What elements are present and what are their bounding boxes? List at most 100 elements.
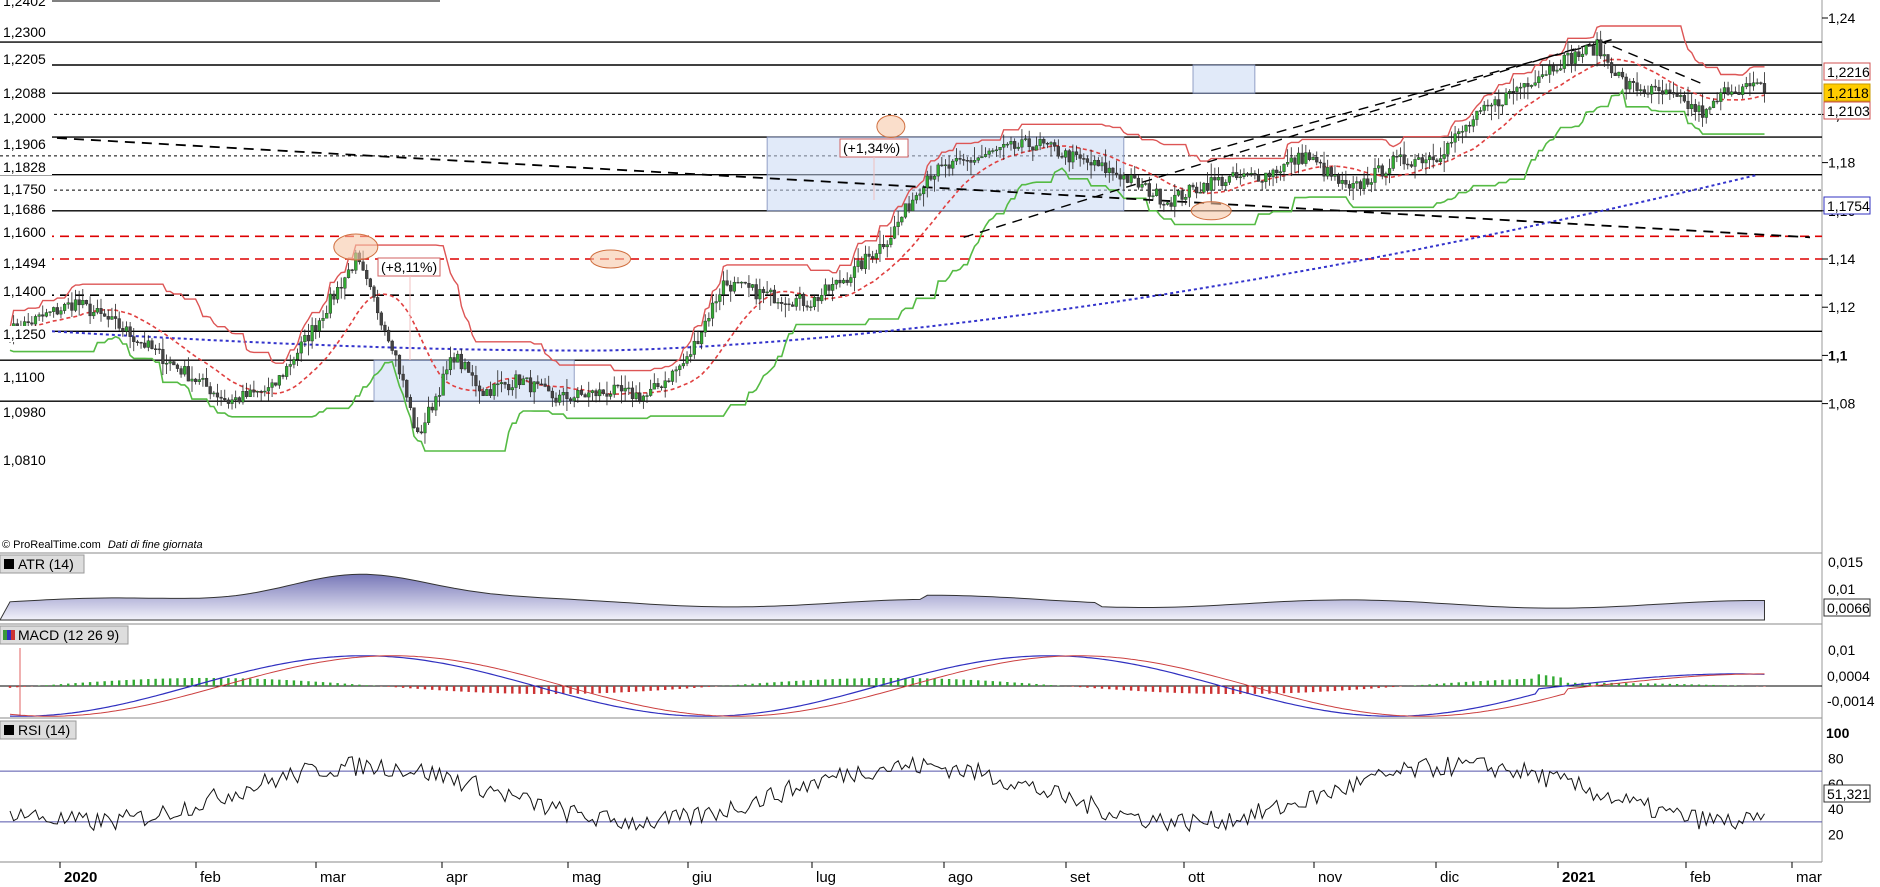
candle	[609, 394, 613, 397]
month-label: feb	[1690, 869, 1711, 886]
atr-title-tag[interactable]: ATR (14)	[0, 554, 85, 574]
candle	[492, 383, 496, 396]
marker-circle	[333, 233, 379, 261]
candle	[314, 325, 318, 331]
candle	[1755, 82, 1759, 84]
candle	[423, 422, 427, 434]
candle	[750, 284, 755, 288]
candle	[543, 383, 547, 387]
candle	[270, 382, 274, 388]
month-label: nov	[1318, 869, 1343, 886]
macd-histogram-bar	[67, 683, 70, 686]
candle	[867, 253, 871, 257]
macd-histogram-bar	[598, 686, 601, 694]
candle	[157, 348, 161, 351]
support-stop-line	[9, 88, 1765, 452]
candle	[277, 375, 281, 386]
candle	[1326, 167, 1330, 177]
rsi-title-tag[interactable]: RSI (14)	[0, 720, 77, 740]
candle	[1169, 202, 1173, 207]
macd-histogram-bar	[212, 677, 216, 686]
trend-line	[39, 136, 1811, 239]
candle	[1751, 82, 1756, 87]
candle	[1351, 183, 1355, 189]
candle	[547, 386, 551, 392]
candle	[1686, 100, 1690, 109]
candle	[1002, 144, 1006, 148]
candle	[1580, 53, 1585, 57]
candle	[1264, 172, 1268, 182]
candle	[1460, 131, 1464, 133]
macd-histogram-bar	[292, 680, 296, 686]
macd-histogram-bar	[1362, 686, 1366, 690]
candle	[1639, 89, 1643, 91]
macd-histogram-bar	[1253, 686, 1257, 694]
macd-histogram-bar	[1049, 685, 1053, 686]
macd-value-red: -0,0014	[1827, 693, 1875, 709]
candle	[1114, 172, 1119, 176]
macd-histogram-bar	[751, 683, 754, 686]
macd-title-tag[interactable]: MACD (12 26 9)	[0, 625, 129, 645]
macd-histogram-bar	[1588, 682, 1591, 686]
candle	[1191, 184, 1195, 188]
candle	[1497, 99, 1501, 107]
candle	[536, 381, 540, 385]
macd-histogram-bar	[1654, 683, 1657, 686]
rsi-tick-label: 20	[1828, 827, 1844, 843]
candle	[769, 289, 773, 293]
candle	[303, 335, 307, 343]
candle	[1100, 162, 1104, 167]
level-label-bg	[0, 110, 52, 126]
level-label-bg	[0, 85, 52, 101]
candle	[1205, 183, 1210, 191]
candles	[8, 30, 1767, 444]
macd-histogram-bar	[321, 682, 325, 686]
price-badge-value: 1,2118	[1827, 85, 1869, 101]
rsi-badge	[1823, 784, 1871, 803]
candle	[1023, 138, 1028, 140]
candle	[66, 302, 70, 305]
candle	[336, 287, 340, 300]
macd-histogram-bar	[671, 686, 674, 690]
macd-histogram-bar	[88, 682, 92, 686]
macd-histogram-bar	[256, 678, 259, 686]
candle	[124, 326, 129, 332]
candle	[619, 385, 624, 392]
macd-histogram-bar	[860, 678, 863, 686]
candle	[1544, 74, 1548, 76]
macd-histogram-bar	[1442, 683, 1446, 686]
candle	[1377, 165, 1381, 169]
macd-histogram-bar	[758, 683, 762, 686]
macd-histogram-bar	[103, 681, 106, 686]
macd-histogram-bar	[1246, 686, 1249, 694]
candle	[419, 431, 423, 434]
macd-line	[9, 655, 1765, 717]
candle	[1468, 124, 1472, 127]
macd-histogram-bar	[1290, 686, 1293, 694]
candle	[63, 303, 67, 311]
macd-histogram-bar	[1137, 686, 1140, 692]
candle	[95, 308, 99, 313]
rsi-title: RSI (14)	[18, 722, 70, 738]
candle	[714, 301, 718, 304]
resistance-stop-line	[9, 25, 1765, 372]
candle	[1267, 172, 1272, 178]
macd-histogram-bar	[1719, 685, 1722, 686]
candle	[1366, 178, 1370, 185]
range-box	[1192, 64, 1256, 94]
candle	[252, 389, 256, 393]
macd-histogram-bar	[482, 686, 485, 693]
atr-value: 0,0066	[1827, 600, 1870, 616]
candle	[1427, 156, 1432, 160]
candle	[1096, 159, 1100, 167]
macd-histogram-bar	[1544, 675, 1548, 686]
macd-histogram-bar	[1006, 682, 1009, 686]
candle	[441, 373, 445, 396]
candle	[361, 261, 365, 271]
candle	[1500, 104, 1504, 107]
macd-histogram-bar	[518, 686, 521, 694]
candle	[1522, 83, 1526, 88]
candle	[1599, 39, 1603, 57]
candle	[1333, 174, 1337, 177]
